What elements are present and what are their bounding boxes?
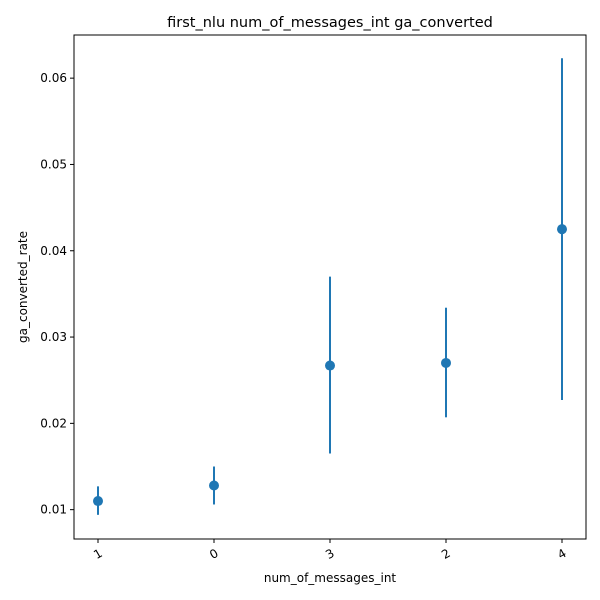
x-axis-label: num_of_messages_int: [264, 571, 397, 585]
data-point: [209, 480, 219, 491]
data-point: [441, 357, 451, 368]
y-tick-label: 0.02: [40, 416, 67, 430]
chart-title: first_nlu num_of_messages_int ga_convert…: [167, 15, 493, 31]
x-tick-label: 1: [91, 546, 105, 562]
y-axis: 0.01 0.02 0.03 0.04 0.05 0.06: [40, 71, 74, 517]
x-tick-label: 2: [439, 546, 453, 562]
x-tick-label: 3: [323, 546, 337, 562]
y-axis-label: ga_converted_rate: [16, 231, 30, 343]
y-tick-label: 0.01: [40, 503, 67, 517]
data-series: [93, 58, 567, 515]
data-point: [325, 360, 335, 371]
y-tick-label: 0.03: [40, 330, 67, 344]
y-tick-label: 0.05: [40, 157, 67, 171]
x-axis: 1 0 3 2 4: [91, 539, 569, 562]
y-tick-label: 0.04: [40, 244, 67, 258]
x-tick-label: 4: [555, 546, 569, 562]
data-point: [557, 224, 567, 235]
x-tick-label: 0: [207, 546, 221, 562]
y-tick-label: 0.06: [40, 71, 67, 85]
data-point: [93, 496, 103, 507]
